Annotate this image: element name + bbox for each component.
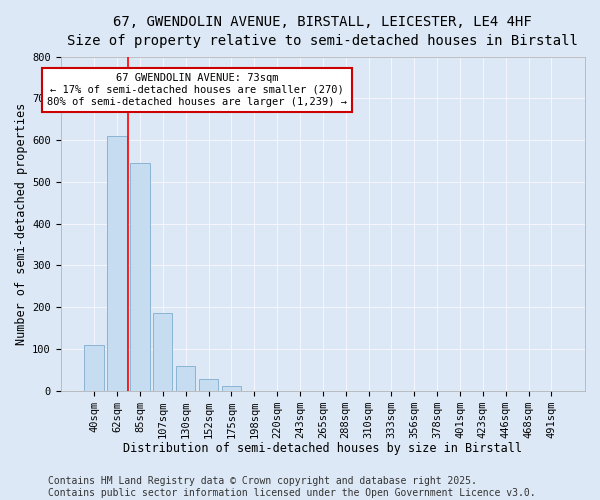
Bar: [130, 163, 149, 390]
Text: Contains HM Land Registry data © Crown copyright and database right 2025.
Contai: Contains HM Land Registry data © Crown c…: [48, 476, 536, 498]
X-axis label: Distribution of semi-detached houses by size in Birstall: Distribution of semi-detached houses by …: [124, 442, 523, 455]
Bar: [176, 366, 196, 390]
Y-axis label: Number of semi-detached properties: Number of semi-detached properties: [15, 102, 28, 344]
Bar: [107, 136, 127, 390]
Text: 67 GWENDOLIN AVENUE: 73sqm
← 17% of semi-detached houses are smaller (270)
80% o: 67 GWENDOLIN AVENUE: 73sqm ← 17% of semi…: [47, 74, 347, 106]
Title: 67, GWENDOLIN AVENUE, BIRSTALL, LEICESTER, LE4 4HF
Size of property relative to : 67, GWENDOLIN AVENUE, BIRSTALL, LEICESTE…: [67, 15, 578, 48]
Bar: [221, 386, 241, 390]
Bar: [153, 314, 172, 390]
Bar: [199, 379, 218, 390]
Bar: [85, 344, 104, 391]
